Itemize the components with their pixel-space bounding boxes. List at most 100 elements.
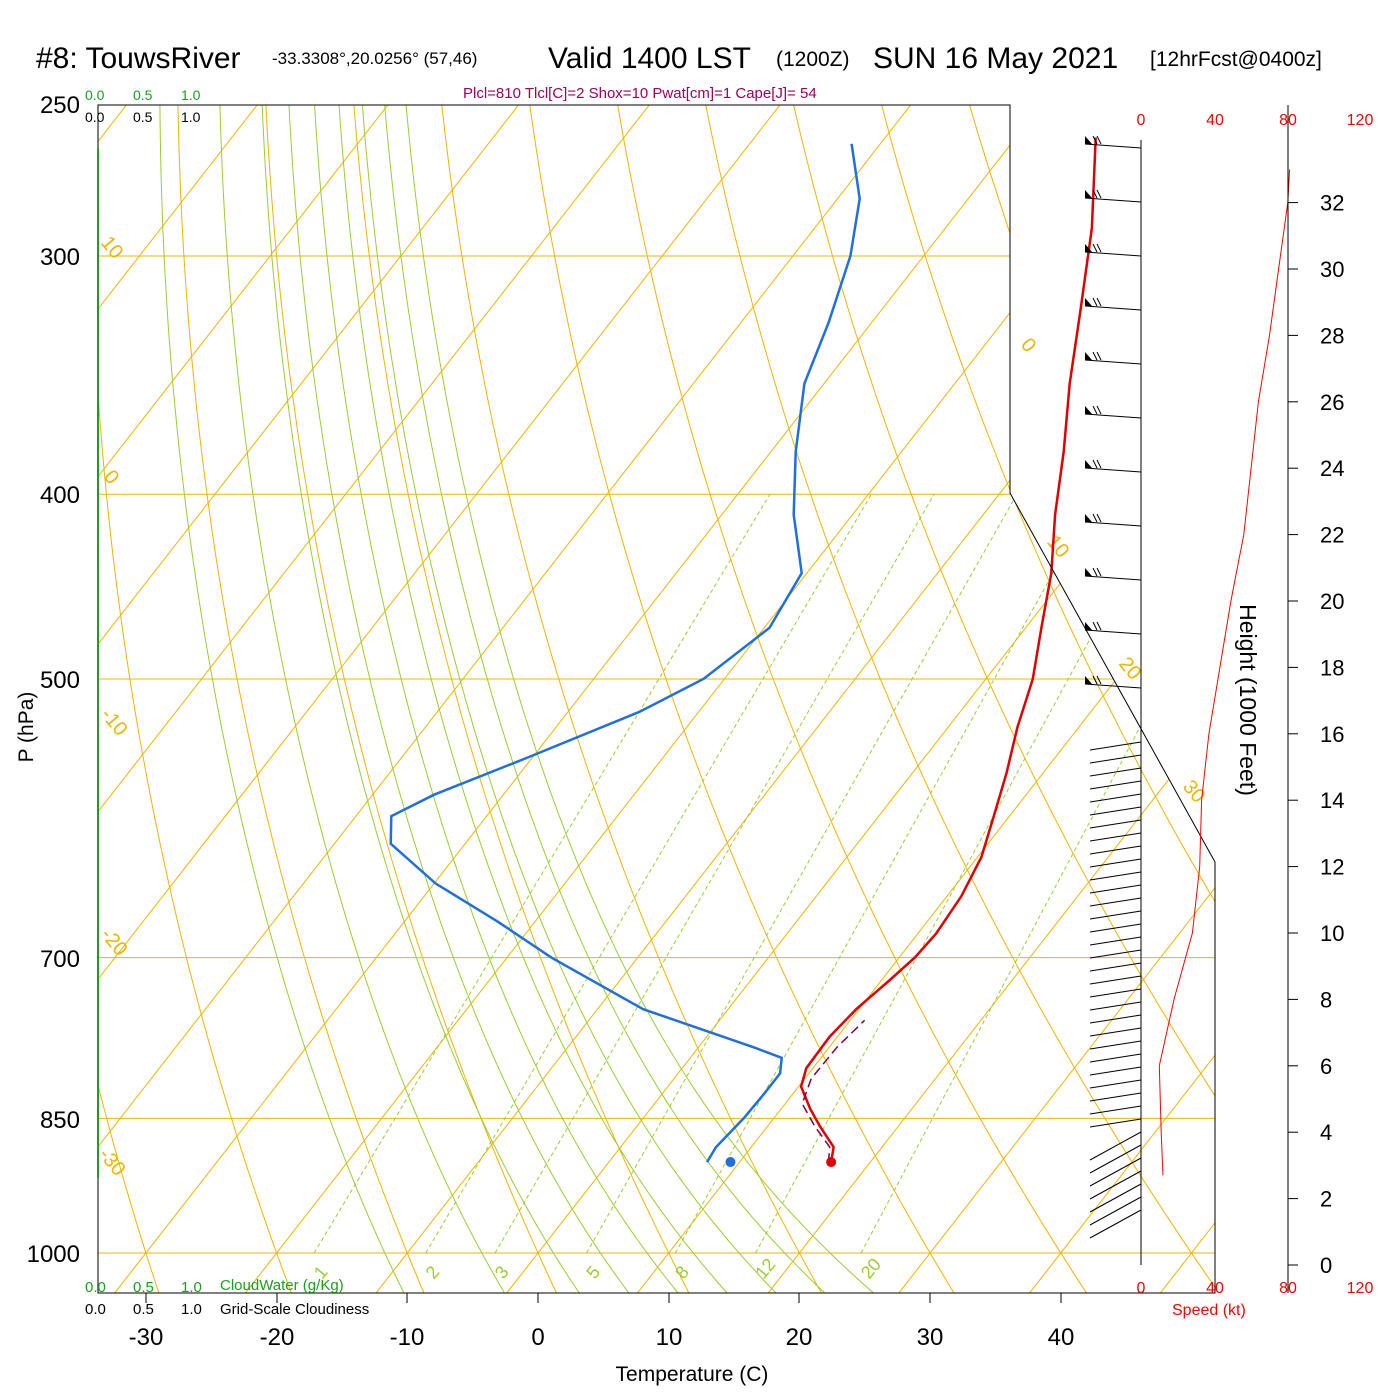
wind-barb (1089, 1079, 1142, 1089)
wind-barb-feather (1096, 405, 1102, 415)
wind-barb (1084, 251, 1142, 257)
isotherm-line (98, 105, 807, 1293)
height-tick-label: 6 (1320, 1054, 1332, 1079)
dewpoint-line (389, 143, 861, 1163)
temp-tick-label: 0 (531, 1324, 544, 1351)
dry-adiabat-line (350, 105, 710, 1293)
mixing-ratio-line (586, 493, 1018, 1254)
wind-barb (1089, 1066, 1142, 1076)
wind-barb (1089, 832, 1142, 842)
wind-barb (1089, 884, 1142, 894)
cloud-tick-bottom-green-1: 0.5 (133, 1279, 154, 1296)
surface-dewpoint-point (725, 1157, 736, 1168)
p-tick-250: 250 (40, 92, 80, 119)
wind-barb (1084, 197, 1142, 203)
wind-barb (1089, 988, 1142, 998)
cloud-tick-bottom-green-0: 0.0 (85, 1279, 106, 1296)
wind-barb-feather (1096, 189, 1102, 199)
p-tick-1000: 1000 (27, 1241, 80, 1268)
height-tick-label: 10 (1320, 921, 1344, 946)
wind-barb-flag (1085, 136, 1092, 144)
stability-indices: Plcl=810 Tlcl[C]=2 Shox=10 Pwat[cm]=1 Ca… (463, 85, 817, 102)
wind-barb (1089, 923, 1142, 933)
parcel-path-line (801, 1019, 866, 1163)
temp-tick-label: 30 (917, 1324, 944, 1351)
p-tick-700: 700 (40, 946, 80, 973)
speed-axis-label: Speed (kt) (1172, 1302, 1246, 1319)
temperature-line (799, 137, 1097, 1163)
wind-barbs (1084, 135, 1142, 1239)
station-title: #8: TouwsRiver (36, 42, 241, 75)
temp-tick-label: 40 (1048, 1324, 1075, 1351)
wind-barb-flag (1085, 298, 1092, 306)
wind-barb (1089, 1014, 1142, 1024)
dry-adiabat-line (98, 105, 307, 1293)
wind-barb (1089, 1053, 1142, 1063)
wind-barb-feather (1092, 513, 1098, 523)
height-tick-label: 14 (1320, 788, 1344, 813)
wind-barb-feather (1096, 135, 1102, 145)
cloudwater-label: CloudWater (g/Kg) (220, 1277, 344, 1294)
moist-adiabat-line (336, 105, 765, 1293)
wind-barb (1084, 413, 1142, 419)
wind-barb (1084, 521, 1142, 527)
wind-barb (1089, 949, 1142, 959)
moist-adiabat-line (402, 105, 922, 1293)
wind-barb-flag (1085, 676, 1092, 684)
moist-adiabat-line (286, 105, 660, 1293)
moist-adiabat-line (159, 105, 425, 1293)
wind-barb-flag (1085, 622, 1092, 630)
dry-adiabat-line (98, 105, 173, 1293)
cloud-tick-top-green-2: 1.0 (181, 87, 201, 103)
wind-barb-feather (1096, 243, 1102, 253)
wind-barb (1084, 575, 1142, 581)
isotherm-line (737, 105, 1215, 1293)
wind-barb (1084, 143, 1142, 149)
isotherm-line (606, 105, 1215, 1293)
wind-barb-feather (1092, 567, 1098, 577)
wind-barb (1084, 467, 1142, 473)
forecast-run: [12hrFcst@0400z] (1150, 48, 1322, 71)
wind-barb (1089, 793, 1142, 803)
temp-tick-label: 10 (656, 1324, 683, 1351)
height-tick-label: 28 (1320, 323, 1344, 348)
p-tick-500: 500 (40, 667, 80, 694)
wind-barb (1089, 1105, 1142, 1115)
wind-barb-feather (1092, 351, 1098, 361)
valid-time: Valid 1400 LST (548, 42, 751, 75)
temp-tick-label: -20 (260, 1324, 295, 1351)
wind-barb (1089, 1131, 1142, 1161)
wind-barb (1089, 858, 1142, 868)
wind-barb-flag (1085, 568, 1092, 576)
wind-barb-feather (1092, 621, 1098, 631)
wind-barb (1084, 683, 1142, 689)
mixing-ratio-line (674, 493, 1098, 1254)
wind-barb-flag (1085, 352, 1092, 360)
wind-barb (1089, 780, 1142, 790)
surface-temperature-point (826, 1157, 837, 1168)
cloud-tick-top-black-1: 0.5 (133, 109, 153, 125)
wind-barb (1089, 1183, 1142, 1213)
dry-adiabat-line (263, 105, 576, 1293)
speed-tick-bottom-0: 0 (1137, 1280, 1146, 1297)
height-tick-label: 22 (1320, 523, 1344, 548)
mixing-ratio-line (313, 493, 771, 1254)
isotherm-line (98, 105, 677, 1293)
wind-barb (1089, 1157, 1142, 1187)
height-tick-label: 4 (1320, 1120, 1332, 1145)
wind-barb-flag (1085, 190, 1092, 198)
isotherm-line (98, 105, 284, 1293)
isotherm-line (476, 105, 1215, 1293)
pressure-axis-label: P (hPa) (15, 692, 38, 763)
moist-adiabat-line (260, 105, 608, 1293)
height-tick-label: 30 (1320, 257, 1344, 282)
wind-barb (1089, 936, 1142, 946)
wind-barb-flag (1085, 460, 1092, 468)
height-tick-label: 18 (1320, 655, 1344, 680)
height-tick-label: 32 (1320, 191, 1344, 216)
wind-barb (1089, 806, 1142, 816)
height-axis-label: Height (1000 Feet) (1235, 604, 1261, 796)
mixing-ratio-line (494, 493, 935, 1254)
